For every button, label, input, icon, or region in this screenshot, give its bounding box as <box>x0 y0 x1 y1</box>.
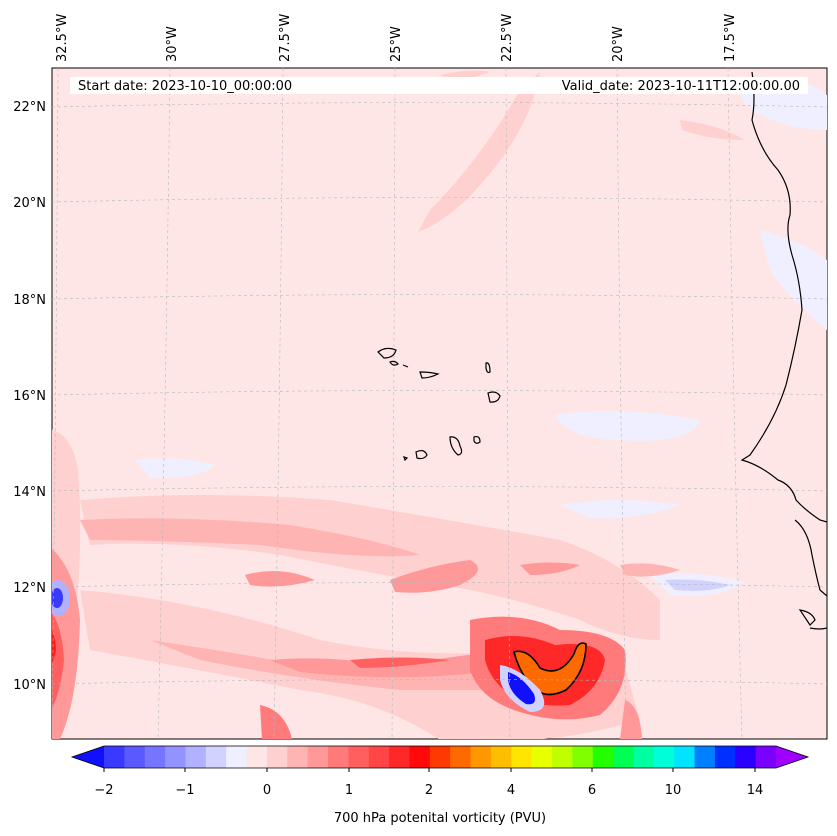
pv-filament <box>418 72 540 232</box>
colorbar-swatch <box>307 746 329 768</box>
colorbar-tick: −1 <box>175 783 194 798</box>
island-sao-vicente <box>389 360 399 366</box>
island-santiago <box>449 436 463 456</box>
colorbar-tick: 2 <box>425 783 433 798</box>
colorbar-extend-max <box>776 746 808 768</box>
lon-label: 30°W <box>165 26 180 62</box>
pv-strand <box>245 571 315 587</box>
colorbar-swatch <box>674 746 696 768</box>
african-coastline <box>740 71 827 630</box>
colorbar-swatch <box>694 746 716 768</box>
pv-negative-patch <box>665 579 730 591</box>
colorbar <box>70 745 810 772</box>
island-brava <box>403 456 409 462</box>
pv-strand <box>520 562 580 575</box>
island-fogo <box>415 449 428 460</box>
island-sao-nicolau <box>419 371 440 379</box>
colorbar-swatch <box>246 746 268 768</box>
lon-label: 17.5°W <box>723 14 738 62</box>
island-sal <box>485 362 491 374</box>
colorbar-swatch <box>714 746 736 768</box>
lon-label: 22.5°W <box>500 14 515 62</box>
island-boa-vista <box>487 391 501 403</box>
lat-label: 20°N <box>13 196 46 211</box>
colorbar-swatch <box>511 746 533 768</box>
valid-date-label: Valid_date: 2023-10-11T12:00:00.00 <box>562 79 800 94</box>
colorbar-swatch <box>409 746 431 768</box>
header-band <box>70 77 808 94</box>
colorbar-swatch <box>429 746 451 768</box>
pv-vortex-max <box>514 643 586 695</box>
colorbar-ticks: −2 −1 0 1 2 4 6 10 14 <box>94 783 763 798</box>
lon-label: 20°W <box>611 26 626 62</box>
colorbar-swatch <box>633 746 655 768</box>
colorbar-swatch <box>572 746 594 768</box>
colorbar-swatch <box>104 746 125 768</box>
colorbar-extend-min <box>72 746 104 768</box>
pv-west-edge <box>52 612 64 709</box>
pv-band <box>80 518 420 557</box>
colorbar-swatch <box>144 746 166 768</box>
colorbar-swatch <box>592 746 614 768</box>
lat-label: 22°N <box>13 100 46 115</box>
pv-strand <box>390 560 478 593</box>
lat-label: 10°N <box>13 678 46 693</box>
colorbar-swatch <box>287 746 309 768</box>
colorbar-label: 700 hPa potenital vorticity (PVU) <box>334 811 546 826</box>
island-santa-luzia <box>402 364 409 368</box>
colorbar-swatch <box>531 746 553 768</box>
lat-label: 12°N <box>13 581 46 596</box>
colorbar-swatch <box>124 746 146 768</box>
colorbar-swatch <box>389 746 410 768</box>
colorbar-tick: 1 <box>345 783 353 798</box>
colorbar-swatch <box>490 746 512 768</box>
latitude-labels: 22°N 20°N 18°N 16°N 14°N 12°N 10°N <box>13 100 46 693</box>
island-santo-antao <box>377 347 397 359</box>
colorbar-tick: −2 <box>94 783 113 798</box>
colorbar-swatch <box>368 746 390 768</box>
pv-vortex-minimum <box>508 672 535 705</box>
colorbar-swatch <box>328 746 349 768</box>
pv-south-strand <box>260 705 292 739</box>
colorbar-swatch <box>185 746 207 768</box>
pv-band <box>150 640 560 690</box>
colorbar-tick: 0 <box>263 783 271 798</box>
pv-negative-patch <box>560 500 680 519</box>
pv-strand <box>350 657 450 668</box>
lon-label: 27.5°W <box>278 14 293 62</box>
colorbar-tick: 14 <box>747 783 764 798</box>
colorbar-swatch <box>470 746 492 768</box>
colorbar-swatch <box>450 746 472 768</box>
colorbar-swatch <box>653 746 675 768</box>
colorbar-tick: 10 <box>665 783 682 798</box>
colorbar-swatch <box>205 746 227 768</box>
lat-label: 18°N <box>13 293 46 308</box>
pv-south-strand <box>620 700 642 739</box>
colorbar-swatch <box>735 746 757 768</box>
island-maio <box>473 435 481 444</box>
start-date-label: Start date: 2023-10-10_00:00:00 <box>78 79 292 94</box>
lat-label: 16°N <box>13 389 46 404</box>
colorbar-tick: 4 <box>507 783 515 798</box>
cabo-verde-islands <box>377 347 501 462</box>
colorbar-swatch <box>755 746 777 768</box>
colorbar-swatch <box>266 746 288 768</box>
colorbar-swatch <box>226 746 248 768</box>
colorbar-swatch <box>552 746 573 768</box>
lon-label: 32.5°W <box>55 14 70 62</box>
colorbar-tick: 6 <box>588 783 596 798</box>
colorbar-swatch <box>613 746 634 768</box>
lat-label: 14°N <box>13 485 46 500</box>
colorbar-swatch <box>348 746 370 768</box>
pv-negative-patch <box>555 411 700 441</box>
longitude-labels: 32.5°W 30°W 27.5°W 25°W 22.5°W 20°W 17.5… <box>55 14 738 62</box>
pv-negative-patch <box>135 458 215 479</box>
graticule <box>52 68 827 739</box>
pv-negative-patch <box>760 230 827 330</box>
pv-west-minimum <box>52 588 63 608</box>
pv-strand <box>620 563 680 577</box>
lon-label: 25°W <box>389 26 404 62</box>
colorbar-swatch <box>165 746 186 768</box>
